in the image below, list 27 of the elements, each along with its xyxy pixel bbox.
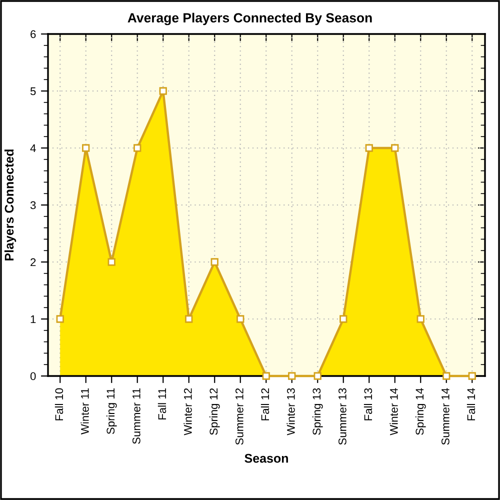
x-tick-label: Spring 12 <box>209 388 220 435</box>
x-tick-label: Summer 13 <box>338 388 346 445</box>
x-tick-label: Summer 14 <box>441 388 450 445</box>
x-tick-label: Summer 11 <box>132 388 140 444</box>
y-axis-title: Players Connected <box>4 150 16 260</box>
y-tick-label: 6 <box>30 30 36 38</box>
x-tick-label: Fall 10 <box>54 388 64 420</box>
chart-title: Average Players Connected By Season <box>128 12 372 26</box>
x-tick-label: Winter 14 <box>390 388 398 436</box>
x-tick-label: Spring 13 <box>312 388 323 435</box>
x-tick-label: Summer 12 <box>235 388 244 445</box>
x-tick-label: Fall 12 <box>260 388 270 420</box>
x-tick-label: Spring 11 <box>106 388 117 434</box>
x-axis-title: Season <box>244 454 288 463</box>
y-tick-label: 5 <box>30 87 36 96</box>
y-tick-label: 0 <box>30 372 36 380</box>
x-tick-label: Fall 13 <box>364 388 372 420</box>
y-tick-label: 4 <box>30 144 36 152</box>
x-tick-label: Winter 12 <box>184 388 192 436</box>
x-tick-label: Spring 14 <box>415 388 426 435</box>
y-tick-label: 3 <box>30 201 36 210</box>
x-tick-label: Winter 13 <box>286 388 295 436</box>
y-tick-label: 1 <box>30 315 36 324</box>
x-tick-label: Fall 14 <box>466 388 476 420</box>
y-tick-label: 2 <box>30 258 36 266</box>
x-tick-label: Winter 11 <box>80 388 89 434</box>
x-tick-label: Fall 11 <box>158 388 166 420</box>
